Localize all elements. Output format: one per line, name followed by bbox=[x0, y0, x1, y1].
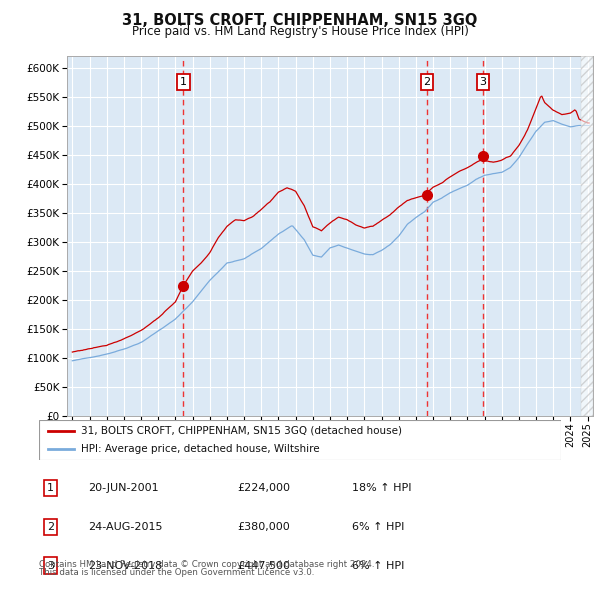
Text: 18% ↑ HPI: 18% ↑ HPI bbox=[352, 483, 412, 493]
Text: £224,000: £224,000 bbox=[238, 483, 290, 493]
FancyBboxPatch shape bbox=[39, 420, 561, 460]
Text: 2: 2 bbox=[47, 522, 54, 532]
Text: 31, BOLTS CROFT, CHIPPENHAM, SN15 3GQ: 31, BOLTS CROFT, CHIPPENHAM, SN15 3GQ bbox=[122, 13, 478, 28]
Text: 6% ↑ HPI: 6% ↑ HPI bbox=[352, 522, 404, 532]
Text: 6% ↑ HPI: 6% ↑ HPI bbox=[352, 561, 404, 571]
Text: 1: 1 bbox=[47, 483, 54, 493]
Text: 23-NOV-2018: 23-NOV-2018 bbox=[89, 561, 163, 571]
Text: Contains HM Land Registry data © Crown copyright and database right 2024.: Contains HM Land Registry data © Crown c… bbox=[39, 560, 374, 569]
Text: 24-AUG-2015: 24-AUG-2015 bbox=[89, 522, 163, 532]
Text: £380,000: £380,000 bbox=[238, 522, 290, 532]
Text: This data is licensed under the Open Government Licence v3.0.: This data is licensed under the Open Gov… bbox=[39, 568, 314, 577]
Text: 31, BOLTS CROFT, CHIPPENHAM, SN15 3GQ (detached house): 31, BOLTS CROFT, CHIPPENHAM, SN15 3GQ (d… bbox=[81, 426, 402, 436]
Text: 3: 3 bbox=[479, 77, 487, 87]
Text: HPI: Average price, detached house, Wiltshire: HPI: Average price, detached house, Wilt… bbox=[81, 444, 319, 454]
Text: 20-JUN-2001: 20-JUN-2001 bbox=[89, 483, 159, 493]
Text: £447,500: £447,500 bbox=[238, 561, 290, 571]
Text: 1: 1 bbox=[180, 77, 187, 87]
Text: 2: 2 bbox=[424, 77, 431, 87]
Text: Price paid vs. HM Land Registry's House Price Index (HPI): Price paid vs. HM Land Registry's House … bbox=[131, 25, 469, 38]
Text: 3: 3 bbox=[47, 561, 54, 571]
